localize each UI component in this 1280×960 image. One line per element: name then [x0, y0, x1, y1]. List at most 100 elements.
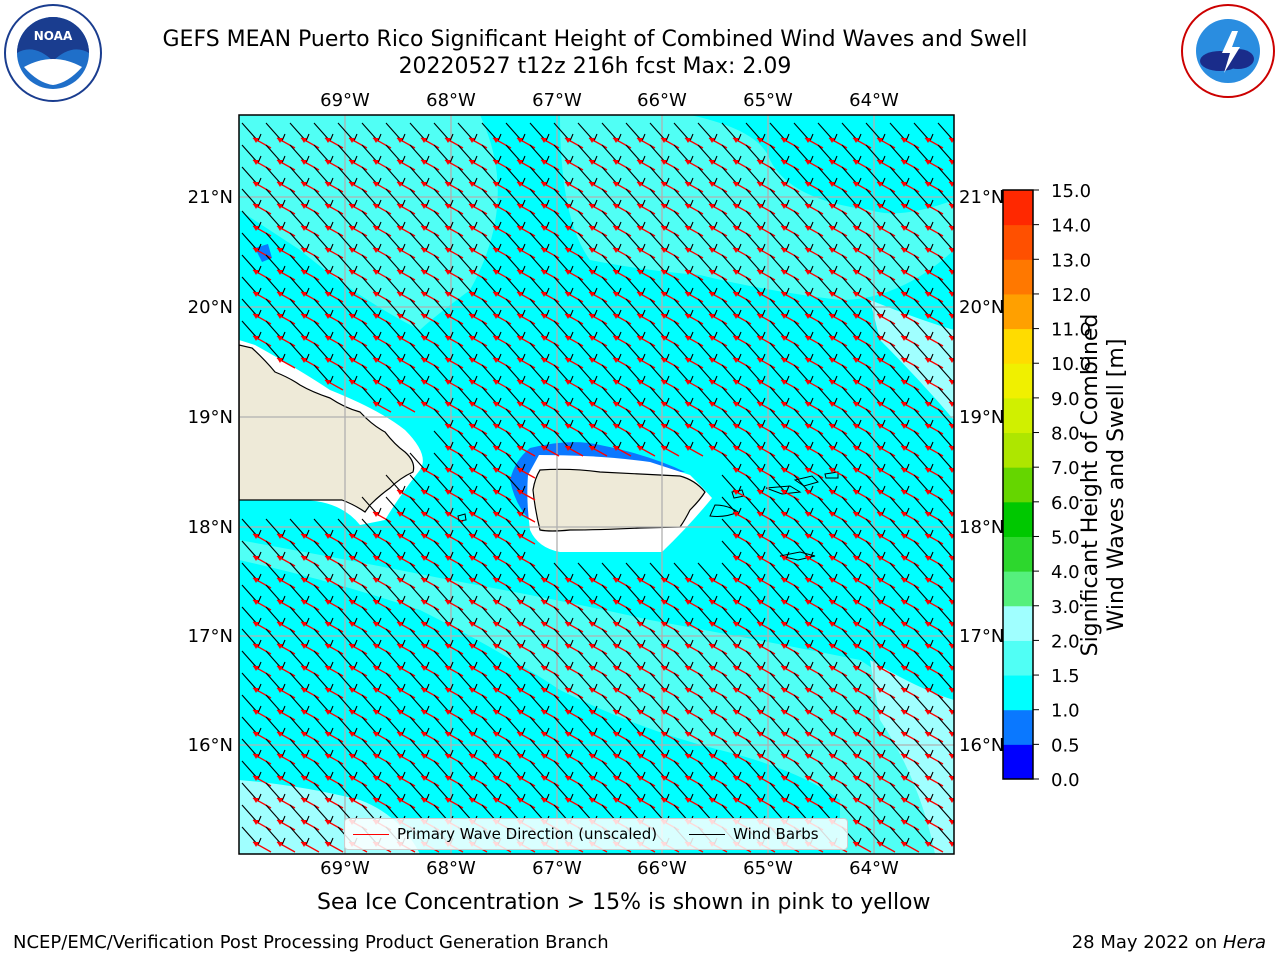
land-puerto-rico	[532, 468, 706, 532]
wave-arrowhead	[925, 402, 931, 407]
wave-arrowhead	[709, 600, 715, 605]
wave-arrowhead	[829, 600, 835, 605]
wave-arrowhead	[661, 402, 667, 407]
lon-labels-bottom: 69°W 68°W 67°W 66°W 65°W 64°W	[320, 858, 899, 879]
wave-arrowhead	[829, 710, 835, 715]
wave-arrowhead	[421, 138, 427, 143]
wave-arrowhead	[709, 666, 715, 671]
wave-arrowhead	[709, 160, 715, 165]
wave-arrowhead	[445, 468, 451, 473]
wave-arrowhead	[469, 402, 475, 407]
colorbar-tick-label: 8.0	[1051, 424, 1080, 445]
wave-arrowhead	[493, 138, 499, 143]
wave-arrowhead	[253, 842, 259, 847]
wave-arrowhead	[589, 644, 595, 649]
wave-arrowhead	[397, 358, 403, 363]
wave-arrowhead	[949, 842, 954, 847]
wave-arrowhead	[877, 402, 883, 407]
sea-ice-note: Sea Ice Concentration > 15% is shown in …	[317, 890, 931, 915]
wave-arrowhead	[493, 534, 499, 539]
wave-arrowhead	[925, 710, 931, 715]
wave-arrowhead	[925, 578, 931, 583]
wave-arrowhead	[877, 798, 883, 803]
wave-arrowhead	[925, 754, 931, 759]
wave-arrowhead	[349, 314, 355, 319]
wave-arrowhead	[901, 710, 907, 715]
wave-arrowhead	[493, 490, 499, 495]
wave-arrowhead	[469, 710, 475, 715]
wave-arrowhead	[829, 138, 835, 143]
wave-arrowhead	[877, 820, 883, 825]
wave-arrowhead	[277, 160, 283, 165]
wave-arrowhead	[565, 314, 571, 319]
wave-arrowhead	[805, 380, 811, 385]
wave-arrowhead	[853, 600, 859, 605]
wave-arrowhead	[757, 666, 763, 671]
wave-arrowhead	[589, 776, 595, 781]
wave-arrowhead	[349, 336, 355, 341]
map-frame	[238, 114, 955, 855]
wave-arrowhead	[685, 754, 691, 759]
wave-arrowhead	[925, 358, 931, 363]
colorbar-tick-label: 14.0	[1051, 216, 1091, 237]
wave-arrowhead	[469, 534, 475, 539]
wave-arrowhead	[373, 798, 379, 803]
wave-arrowhead	[493, 380, 499, 385]
wave-arrowhead	[589, 622, 595, 627]
wave-arrowhead	[805, 138, 811, 143]
wave-arrowhead	[589, 292, 595, 297]
wave-arrowhead	[277, 358, 283, 363]
wave-arrowhead	[685, 138, 691, 143]
wave-arrowhead	[733, 666, 739, 671]
wave-arrowhead	[397, 710, 403, 715]
wave-arrowhead	[829, 314, 835, 319]
wave-arrowhead	[493, 358, 499, 363]
wave-arrowhead	[949, 226, 954, 231]
wave-arrowhead	[805, 688, 811, 693]
chart-title: GEFS MEAN Puerto Rico Significant Height…	[162, 27, 1028, 52]
wave-arrowhead	[829, 776, 835, 781]
wave-arrowhead	[829, 622, 835, 627]
wave-arrowhead	[565, 248, 571, 253]
wave-arrowhead	[421, 468, 427, 473]
wave-arrowhead	[685, 402, 691, 407]
wave-arrowhead	[853, 512, 859, 517]
wave-arrowhead	[301, 182, 307, 187]
wave-arrowhead	[853, 292, 859, 297]
wave-arrowhead	[805, 182, 811, 187]
wave-arrowhead	[949, 380, 954, 385]
wave-arrowhead	[541, 380, 547, 385]
wave-arrowhead	[445, 732, 451, 737]
wave-arrowhead	[397, 138, 403, 143]
wave-arrowhead	[349, 688, 355, 693]
wave-arrowhead	[757, 600, 763, 605]
wave-arrowhead	[373, 600, 379, 605]
wave-arrowhead	[781, 776, 787, 781]
wave-arrowhead	[421, 600, 427, 605]
wave-arrowhead	[781, 622, 787, 627]
colorbar-tick-label: 6.0	[1051, 493, 1080, 514]
wave-arrowhead	[325, 160, 331, 165]
wind-barb	[937, 804, 954, 824]
wave-arrowhead	[949, 446, 954, 451]
wave-arrowhead	[637, 314, 643, 319]
wave-arrowhead	[733, 446, 739, 451]
wave-arrowhead	[277, 710, 283, 715]
wave-arrowhead	[373, 204, 379, 209]
wave-arrowhead	[253, 248, 259, 253]
wave-arrowhead	[877, 380, 883, 385]
colorbar-segment	[1003, 675, 1033, 711]
wave-arrowhead	[661, 138, 667, 143]
wave-arrowhead	[901, 732, 907, 737]
legend-barb-label: Wind Barbs	[733, 825, 819, 843]
wave-arrowhead	[829, 270, 835, 275]
lon-label-bottom: 68°W	[426, 858, 476, 879]
wave-arrowhead	[685, 424, 691, 429]
wave-arrowhead	[301, 270, 307, 275]
wave-arrowhead	[589, 732, 595, 737]
wave-arrowhead	[565, 160, 571, 165]
wave-arrowhead	[589, 182, 595, 187]
wind-barb	[937, 144, 954, 164]
wave-arrowhead	[709, 732, 715, 737]
wave-arrowhead	[565, 138, 571, 143]
